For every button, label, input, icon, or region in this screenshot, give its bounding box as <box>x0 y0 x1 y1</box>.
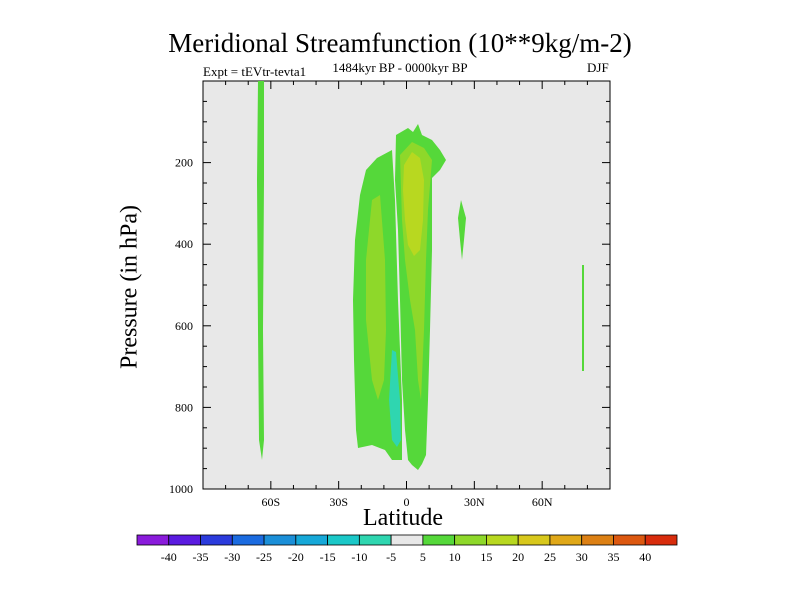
axes-ticks: 60S 30S 0 30N 60N 200 400 600 800 1000 <box>169 81 610 509</box>
colorbar-swatch <box>486 534 519 546</box>
contour-southern-inner <box>366 195 386 400</box>
colorbar-label: -40 <box>161 550 177 564</box>
contour-band-65s <box>257 81 264 460</box>
colorbar-swatch <box>263 534 297 546</box>
colorbar-label: 20 <box>512 550 524 564</box>
colorbar-swatch <box>549 534 583 546</box>
colorbar-label: -15 <box>320 550 336 564</box>
colorbar-label: -35 <box>193 550 209 564</box>
y-tick-label: 400 <box>175 237 193 251</box>
colorbar-label: 35 <box>607 550 619 564</box>
colorbar-label: -10 <box>351 550 367 564</box>
colorbar-label: 30 <box>576 550 588 564</box>
x-tick-label: 60N <box>532 495 553 509</box>
x-axis-label: Latitude <box>363 505 443 531</box>
contour-cell-24n <box>458 200 466 260</box>
colorbar-swatch <box>613 534 646 546</box>
x-tick-label: 30S <box>329 495 348 509</box>
colorbar-swatch <box>517 534 551 546</box>
y-tick-label: 600 <box>175 319 193 333</box>
season-label: DJF <box>587 60 609 75</box>
x-tick-label: 0 <box>404 495 410 509</box>
y-tick-label: 800 <box>175 400 193 414</box>
colorbar-swatch <box>200 534 233 546</box>
colorbar-swatch <box>168 534 201 546</box>
chart-title: Meridional Streamfunction (10**9kg/m-2) <box>168 28 632 58</box>
colorbar-swatch <box>136 534 170 546</box>
colorbar-label: -5 <box>386 550 396 564</box>
colorbar-swatch <box>454 534 487 546</box>
colorbar-swatch <box>295 534 328 546</box>
contour-equatorial-peak <box>403 152 424 256</box>
colorbar-label: 25 <box>544 550 556 564</box>
colorbar-swatch <box>231 534 265 546</box>
experiment-label: Expt = tEVtr-tevta1 <box>203 64 307 79</box>
colorbar-label: -25 <box>256 550 272 564</box>
contour-fills <box>257 81 584 470</box>
period-label: 1484kyr BP - 0000kyr BP <box>332 60 468 75</box>
colorbar-swatch <box>358 534 392 546</box>
colorbar-label: -30 <box>224 550 240 564</box>
colorbar-swatch <box>644 534 678 546</box>
contour-negative-cell <box>389 350 401 447</box>
contour-cell-78n <box>582 265 584 371</box>
colorbar-swatch <box>422 534 456 546</box>
colorbar-swatch <box>390 534 424 546</box>
colorbar-label: -20 <box>288 550 304 564</box>
colorbar-swatch <box>581 534 614 546</box>
colorbar-label: 15 <box>480 550 492 564</box>
colorbar-label: 10 <box>449 550 461 564</box>
colorbar: -40 -35 -30 -25 -20 -15 -10 -5 5 10 15 20 25 30 35 40 <box>136 534 678 564</box>
colorbar-label: 5 <box>420 550 426 564</box>
y-tick-label: 1000 <box>169 482 193 496</box>
x-tick-label: 60S <box>261 495 280 509</box>
x-tick-label: 30N <box>464 495 485 509</box>
colorbar-swatch <box>327 534 360 546</box>
colorbar-label: 40 <box>639 550 651 564</box>
y-tick-label: 200 <box>175 156 193 170</box>
